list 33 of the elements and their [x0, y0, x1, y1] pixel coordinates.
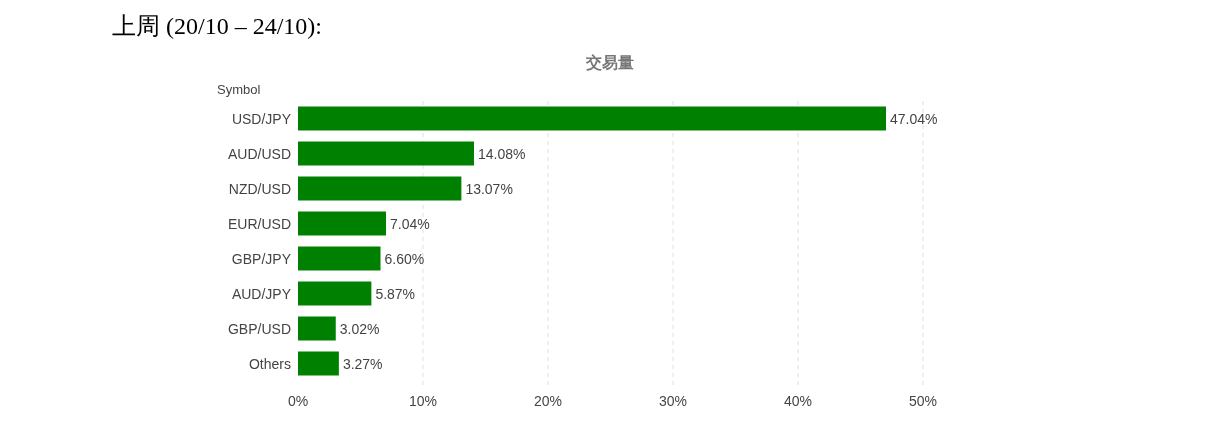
bar [298, 316, 336, 341]
data-label: 13.07% [465, 180, 513, 197]
bar [298, 246, 381, 271]
data-label: 5.87% [375, 285, 416, 302]
x-tick-label: 50% [908, 393, 938, 409]
data-label: 3.02% [339, 320, 380, 337]
chart-subtitle: 交易量 [585, 53, 634, 71]
y-tick-label: AUD/USD [227, 145, 291, 162]
y-axis-title: Symbol [217, 82, 261, 97]
y-tick-label: EUR/USD [227, 215, 291, 232]
data-label: 3.27% [342, 355, 383, 372]
y-tick-label: GBP/JPY [231, 250, 292, 267]
bar [298, 106, 886, 131]
chart-title: 上周 (20/10 – 24/10): [112, 13, 322, 39]
x-tick-label: 20% [533, 393, 563, 409]
data-label: 47.04% [890, 110, 938, 127]
data-label: 6.60% [384, 250, 425, 267]
bar [298, 141, 474, 166]
y-tick-label: GBP/USD [227, 320, 291, 337]
x-tick-label: 0% [287, 393, 309, 409]
y-tick-label: AUD/JPY [231, 285, 292, 302]
bar [298, 281, 372, 306]
x-tick-label: 30% [658, 393, 688, 409]
y-tick-label: USD/JPY [231, 110, 292, 127]
data-label: 7.04% [390, 215, 430, 232]
y-tick-label: NZD/USD [228, 180, 291, 197]
bar [298, 351, 339, 376]
x-tick-label: 40% [783, 393, 813, 409]
x-tick-label: 10% [408, 393, 438, 409]
bar [298, 176, 462, 201]
y-tick-label: Others [248, 355, 291, 372]
bar [298, 211, 386, 236]
data-label: 14.08% [478, 145, 526, 162]
